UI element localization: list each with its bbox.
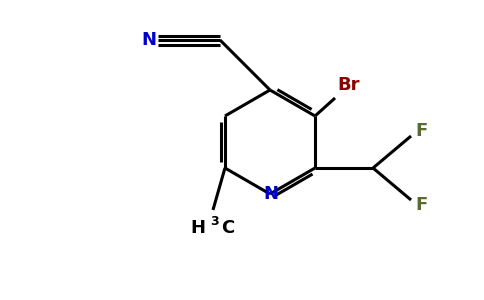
Text: Br: Br: [338, 76, 360, 94]
Text: N: N: [263, 185, 278, 203]
Text: F: F: [415, 196, 427, 214]
Text: 3: 3: [210, 215, 219, 228]
Text: C: C: [221, 219, 234, 237]
Text: F: F: [415, 122, 427, 140]
Text: H: H: [190, 219, 205, 237]
Text: N: N: [141, 31, 156, 49]
